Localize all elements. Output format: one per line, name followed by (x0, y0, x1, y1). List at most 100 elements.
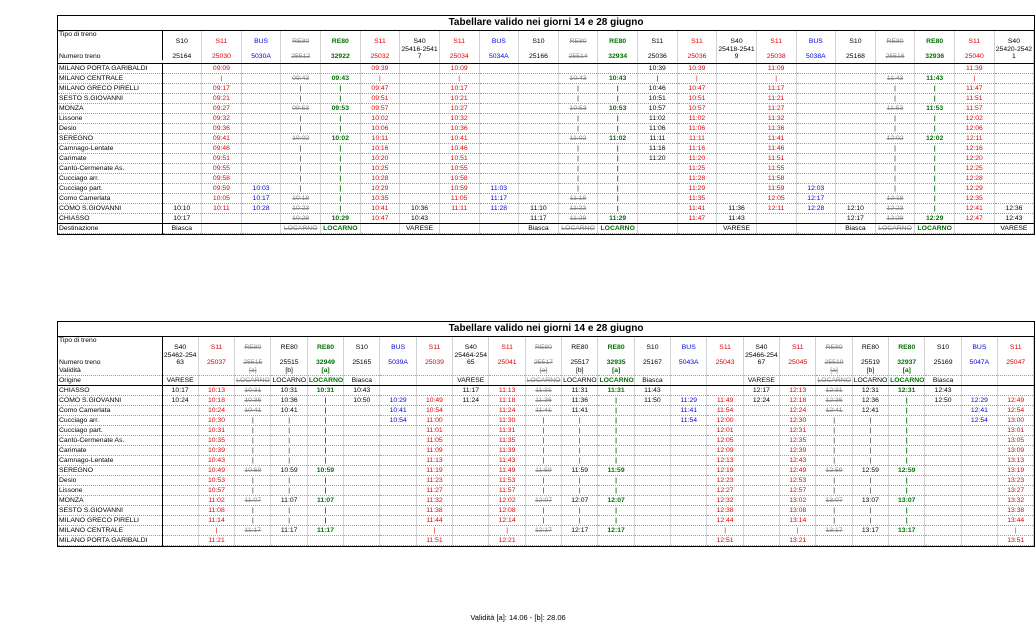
time-cell: 11:07 (234, 495, 272, 506)
time-cell: 11:47 (677, 213, 718, 224)
time-cell: 12:20 (954, 153, 995, 164)
time-cell: | (280, 173, 321, 184)
time-cell (994, 63, 1035, 74)
station-row: Carimate 09:51 | | 10:20 10:51 | | 11:20 11:20 11:… (58, 153, 1035, 164)
validity-cell (452, 366, 490, 376)
time-cell: 11:43 (875, 73, 916, 84)
time-cell (597, 535, 635, 546)
time-cell: Biasca (518, 223, 559, 234)
station-row: Cucciago arr. 10:30 | | | 10:54 11:00 11:30 | | | 1… (58, 415, 1035, 426)
time-cell (670, 525, 708, 536)
time-cell: VARESE (399, 223, 440, 234)
time-cell (670, 445, 708, 456)
time-cell: | (597, 435, 635, 446)
time-cell: 10:51 (637, 93, 678, 104)
origin-cell (488, 375, 526, 386)
time-cell: 11:43 (488, 455, 526, 466)
time-cell (360, 223, 401, 234)
time-cell (379, 465, 417, 476)
time-cell: | (888, 515, 926, 526)
time-cell (452, 415, 490, 426)
time-cell: | (852, 505, 890, 516)
time-cell (518, 93, 559, 104)
time-cell: 12:16 (954, 143, 995, 154)
time-cell: 10:28 (241, 203, 282, 214)
station-name: MILANO CENTRALE (58, 73, 163, 84)
time-cell (994, 83, 1035, 94)
train-type-cell: S10 (343, 337, 381, 351)
time-cell: 12:54 (997, 405, 1035, 416)
time-cell (162, 445, 199, 456)
train-type-cell: BUS (961, 337, 999, 351)
time-cell (716, 143, 757, 154)
time-cell (162, 143, 203, 154)
time-cell (634, 455, 672, 466)
time-cell: 09:51 (360, 93, 401, 104)
time-cell (743, 485, 781, 496)
station-row: Cucciago part. 10:31 | | | 11:01 11:31 | | | 12:01… (58, 425, 1035, 436)
time-cell: 11:21 (198, 535, 236, 546)
time-cell (756, 223, 797, 234)
time-cell (452, 405, 490, 416)
time-cell (399, 103, 440, 114)
time-cell: 11:50 (634, 395, 672, 406)
time-cell: | (815, 455, 853, 466)
time-cell: | (525, 515, 563, 526)
time-cell: 11:46 (756, 143, 797, 154)
time-cell (399, 83, 440, 94)
time-cell (162, 193, 203, 204)
time-cell: 11:53 (875, 103, 916, 114)
time-cell: 11:08 (198, 505, 236, 516)
time-cell (743, 505, 781, 516)
time-cell (706, 385, 744, 396)
train-type-cell: S40 (743, 337, 781, 351)
time-cell (162, 485, 199, 496)
time-cell (343, 495, 381, 506)
time-cell (924, 405, 962, 416)
time-cell: 11:39 (954, 63, 995, 74)
station-name: Cantù-Cermenate As. (58, 163, 163, 174)
station-name: Cucciago part. (58, 425, 163, 436)
time-cell: 11:17 (234, 525, 272, 536)
separator-cell (280, 60, 321, 64)
time-cell: 11:30 (488, 415, 526, 426)
time-cell: 11:16 (677, 143, 718, 154)
time-cell (997, 385, 1035, 396)
origin-cell: LOCARNO (597, 375, 635, 386)
time-cell (162, 495, 199, 506)
time-cell (796, 173, 837, 184)
station-row: Cucciago part. 09:59 10:03 | | 10:29 10:59 11:0… (58, 183, 1035, 194)
time-cell (162, 83, 203, 94)
train-type-cell: RE80 (597, 31, 638, 45)
time-cell (835, 133, 876, 144)
time-cell: 11:02 (637, 113, 678, 124)
time-cell: 11:10 (518, 203, 559, 214)
time-cell: | (525, 415, 563, 426)
time-cell: 12:57 (779, 485, 817, 496)
time-cell (835, 173, 876, 184)
time-cell (796, 123, 837, 134)
station-name: COMO S.GIOVANNI (58, 395, 163, 406)
time-cell: 12:49 (779, 465, 817, 476)
time-cell: 09:09 (201, 63, 242, 74)
train-number-cell: 25519 (852, 351, 890, 366)
station-row: MILANO CENTRALE | 11:17 11:17 11:17 | | 12:17 12… (58, 525, 1035, 536)
time-cell (241, 103, 282, 114)
time-cell (670, 485, 708, 496)
time-cell: | (914, 93, 955, 104)
time-cell: | (561, 455, 599, 466)
time-cell (994, 173, 1035, 184)
train-type-cell: S10 (924, 337, 962, 351)
time-cell (961, 435, 999, 446)
time-cell: | (597, 415, 635, 426)
time-cell: | (307, 455, 345, 466)
time-cell (852, 535, 890, 546)
time-cell (994, 113, 1035, 124)
station-name: Camnago-Lentate (58, 143, 163, 154)
time-cell: 11:29 (677, 183, 718, 194)
time-cell: | (815, 435, 853, 446)
time-cell (835, 143, 876, 154)
time-cell (343, 475, 381, 486)
time-cell (670, 535, 708, 546)
time-cell: | (914, 173, 955, 184)
